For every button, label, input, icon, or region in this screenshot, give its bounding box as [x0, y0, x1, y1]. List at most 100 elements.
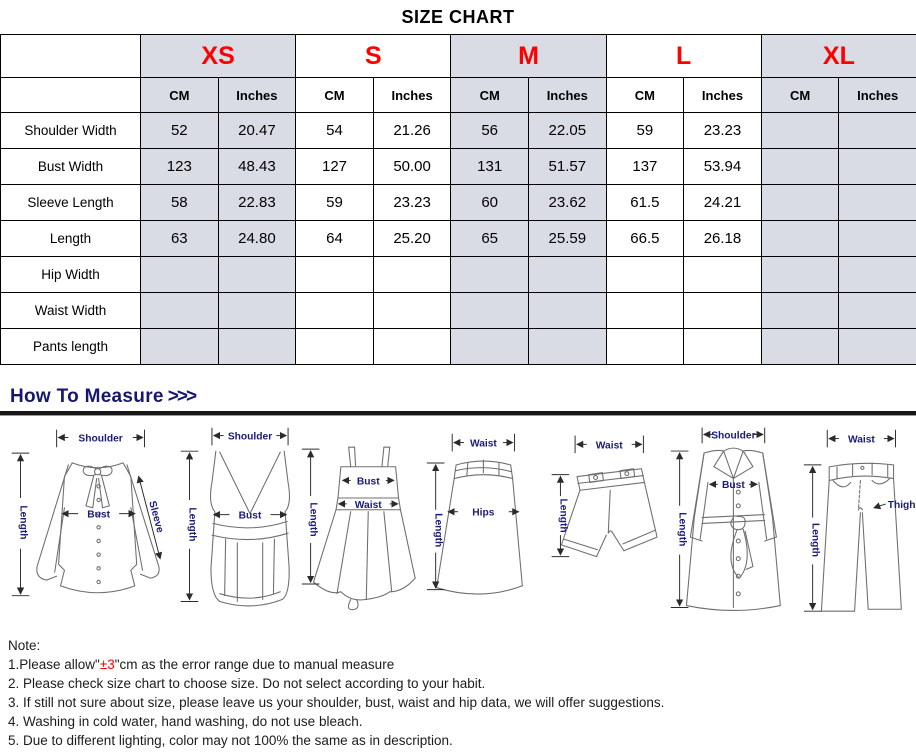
unit-header: Inches: [527, 77, 607, 113]
size-cell: [450, 256, 529, 293]
size-cell: 53.94: [683, 148, 762, 185]
note-1-suffix: "cm as the error range due to manual mea…: [114, 657, 395, 672]
unit-header: CM: [295, 77, 374, 113]
row-label: Waist Width: [0, 292, 141, 329]
size-cell: 131: [450, 148, 529, 185]
unit-header: CM: [450, 77, 529, 113]
figure-skirt: Waist Length Hips: [423, 419, 535, 626]
size-cell: [217, 328, 297, 365]
size-cell: [605, 328, 685, 365]
note-line-5: 5. Due to different lighting, color may …: [8, 733, 453, 748]
pants-waist-label: Waist: [848, 434, 875, 445]
size-cell: [217, 256, 297, 293]
row-label: Shoulder Width: [0, 112, 141, 149]
size-cell: 137: [605, 148, 685, 185]
size-cell: [217, 292, 297, 329]
size-cell: [450, 292, 529, 329]
figure-pants: Waist Length Thigh: [798, 419, 916, 626]
size-cell: 20.47: [217, 112, 297, 149]
table-row: Waist Width: [0, 292, 916, 329]
coat-length-label: Length: [677, 512, 688, 546]
how-to-measure-heading: How To Measure >>>: [10, 386, 916, 408]
divider-rule: [0, 411, 916, 416]
unit-header-row: CM Inches CM Inches CM Inches CM Inches …: [0, 77, 916, 113]
tank-bust-label: Bust: [238, 511, 261, 522]
size-cell: 59: [295, 184, 374, 221]
size-cell: [760, 184, 840, 221]
unit-header: CM: [605, 77, 685, 113]
dress-bust-label: Bust: [357, 476, 380, 487]
size-cell: 23.62: [527, 184, 607, 221]
row-label: Length: [0, 220, 141, 257]
size-cell: 25.20: [372, 220, 452, 257]
note-line-3: 3. If still not sure about size, please …: [8, 695, 665, 710]
notes-heading: Note:: [8, 638, 41, 653]
dress-length-label: Length: [307, 502, 318, 536]
size-cell: [450, 328, 529, 365]
note-1-prefix: 1.Please allow": [8, 657, 100, 672]
page-title: SIZE CHART: [401, 7, 515, 27]
size-cell: [683, 328, 762, 365]
size-cell: 56: [450, 112, 529, 149]
size-cell: 123: [140, 148, 219, 185]
size-cell: [760, 148, 840, 185]
figure-shorts: Waist Length: [538, 419, 660, 626]
size-cell: 24.80: [217, 220, 297, 257]
size-cell: [372, 292, 452, 329]
size-cell: 48.43: [217, 148, 297, 185]
table-row: Sleeve Length 58 22.83 59 23.23 60 23.62…: [0, 184, 916, 221]
blouse-drawing: [36, 462, 160, 594]
dress-waist-label: Waist: [354, 500, 382, 511]
size-cell: 52: [140, 112, 219, 149]
size-cell: [372, 328, 452, 365]
note-line-4: 4. Washing in cold water, hand washing, …: [8, 714, 363, 729]
coat-drawing: [686, 447, 782, 611]
unit-header: Inches: [372, 77, 452, 113]
unit-header: Inches: [683, 77, 762, 113]
coat-shoulder-label: Shoulder: [711, 430, 755, 441]
size-cell: 26.18: [683, 220, 762, 257]
table-row: Bust Width 123 48.43 127 50.00 131 51.57…: [0, 148, 916, 185]
skirt-waist-label: Waist: [470, 438, 497, 449]
figure-blouse: Shoulder Length Bust Sleeve: [0, 419, 166, 626]
note-line-1: 1.Please allow"±3"cm as the error range …: [8, 655, 916, 674]
unit-header: CM: [760, 77, 840, 113]
size-cell: 127: [295, 148, 374, 185]
how-to-measure-label: How To Measure: [10, 386, 164, 407]
table-row: Length 63 24.80 64 25.20 65 25.59 66.5 2…: [0, 220, 916, 257]
size-cell: [605, 256, 685, 293]
size-cell: 59: [605, 112, 685, 149]
triple-chevron-icon: >>>: [167, 386, 197, 407]
blouse-length-label: Length: [18, 505, 29, 539]
size-cell: [838, 220, 916, 257]
figure-dress: Length Bust Waist: [294, 419, 421, 626]
size-cell: 54: [295, 112, 374, 149]
size-cell: 24.21: [683, 184, 762, 221]
size-cell: [140, 256, 219, 293]
size-cell: 63: [140, 220, 219, 257]
unit-header: CM: [140, 77, 219, 113]
corner-cell: [0, 34, 141, 78]
size-cell: 64: [295, 220, 374, 257]
dress-drawing: [312, 446, 416, 611]
size-cell: 51.57: [527, 148, 607, 185]
notes-section: Note: 1.Please allow"±3"cm as the error …: [8, 636, 916, 750]
size-cell: [838, 148, 916, 185]
size-cell: 61.5: [605, 184, 685, 221]
size-cell: [683, 292, 762, 329]
size-cell: 21.26: [372, 112, 452, 149]
size-col-header-xs: XS: [139, 34, 297, 78]
corner-cell: [0, 77, 141, 113]
table-row: Pants length: [0, 328, 916, 365]
size-cell: [760, 112, 840, 149]
coat-bust-label: Bust: [722, 480, 745, 491]
size-cell: [527, 328, 607, 365]
size-cell: [760, 256, 840, 293]
tank-shoulder-label: Shoulder: [228, 431, 272, 442]
size-cell: [838, 328, 916, 365]
size-cell: [838, 112, 916, 149]
size-cell: [527, 292, 607, 329]
size-cell: [760, 292, 840, 329]
size-cell: [372, 256, 452, 293]
shorts-drawing: [561, 468, 658, 558]
